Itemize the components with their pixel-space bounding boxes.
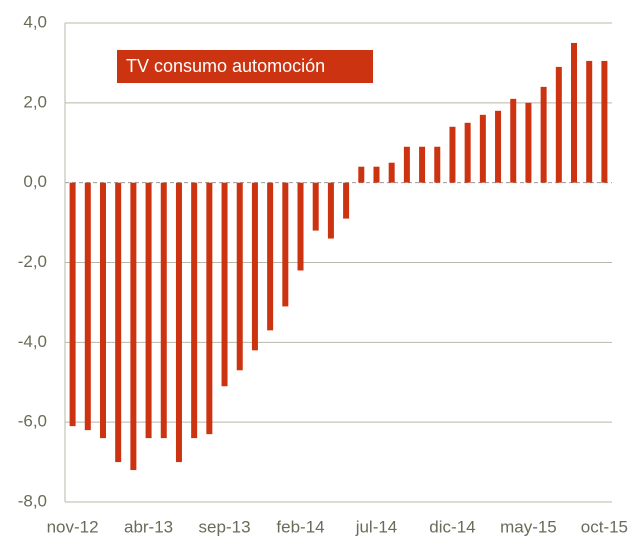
y-tick-label: -6,0 xyxy=(18,412,47,431)
bar xyxy=(434,146,441,183)
bar xyxy=(571,42,578,183)
bar xyxy=(510,98,517,183)
bar xyxy=(601,60,608,183)
bar xyxy=(267,182,274,331)
x-tick-label: feb-14 xyxy=(276,517,324,536)
bar xyxy=(327,182,334,239)
x-tick-label: jul-14 xyxy=(355,517,398,536)
bar xyxy=(449,126,456,183)
y-tick-label: 0,0 xyxy=(23,172,47,191)
y-tick-label: 2,0 xyxy=(23,92,47,111)
bar xyxy=(312,182,319,231)
bar xyxy=(540,86,547,183)
y-tick-label: -4,0 xyxy=(18,332,47,351)
bar xyxy=(555,66,562,183)
bar xyxy=(236,182,243,371)
bar xyxy=(388,162,395,183)
bar xyxy=(175,182,182,463)
x-tick-label: oct-15 xyxy=(581,517,628,536)
bar xyxy=(282,182,289,307)
bar xyxy=(251,182,258,351)
x-tick-label: sep-13 xyxy=(199,517,251,536)
x-tick-label: abr-13 xyxy=(124,517,173,536)
x-tick-label: nov-12 xyxy=(47,517,99,536)
bar xyxy=(419,146,426,183)
bar xyxy=(358,166,365,183)
bar xyxy=(343,182,350,219)
bar xyxy=(84,182,91,431)
bar xyxy=(586,60,593,183)
bar xyxy=(297,182,304,271)
bar xyxy=(206,182,213,435)
y-tick-label: 4,0 xyxy=(23,12,47,31)
bar xyxy=(525,102,532,183)
bar xyxy=(130,182,137,471)
legend-label: TV consumo automoción xyxy=(126,56,325,76)
bar xyxy=(69,182,76,427)
bar xyxy=(99,182,106,439)
bar xyxy=(373,166,380,183)
bar xyxy=(160,182,167,439)
bar xyxy=(495,110,502,183)
x-tick-label: dic-14 xyxy=(429,517,475,536)
bar xyxy=(464,122,471,183)
bar xyxy=(145,182,152,439)
bar xyxy=(403,146,410,183)
bar xyxy=(221,182,228,387)
bar xyxy=(115,182,122,463)
legend-box xyxy=(117,50,373,83)
bar xyxy=(191,182,198,439)
x-tick-label: may-15 xyxy=(500,517,557,536)
y-tick-label: -8,0 xyxy=(18,491,47,510)
y-tick-label: -2,0 xyxy=(18,252,47,271)
bar xyxy=(479,114,486,183)
